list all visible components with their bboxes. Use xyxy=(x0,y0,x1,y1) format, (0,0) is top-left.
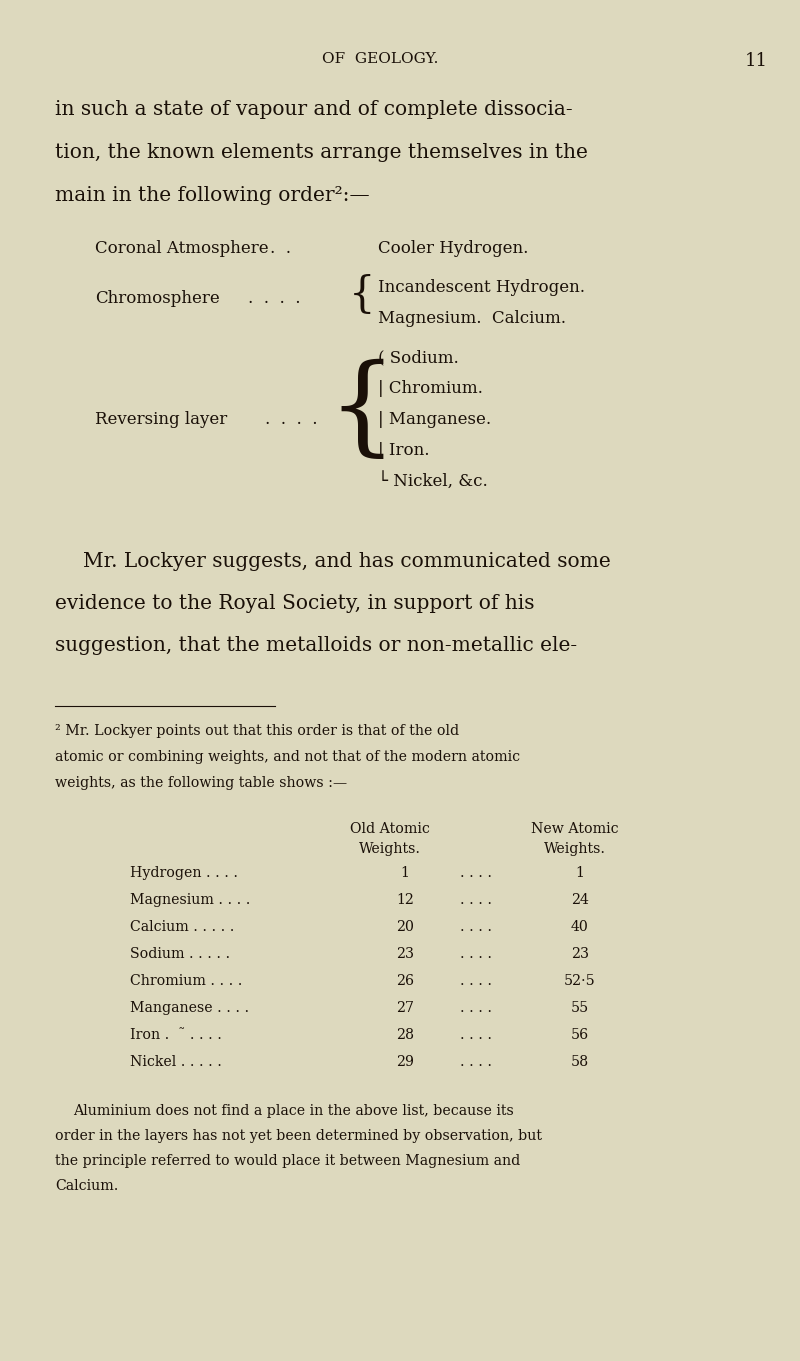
Text: | Manganese.: | Manganese. xyxy=(378,411,491,427)
Text: Incandescent Hydrogen.: Incandescent Hydrogen. xyxy=(378,279,585,295)
Text: 52·5: 52·5 xyxy=(564,974,596,988)
Text: 11: 11 xyxy=(745,52,768,69)
Text: Chromosphere: Chromosphere xyxy=(95,290,220,308)
Text: 24: 24 xyxy=(571,893,589,906)
Text: weights, as the following table shows :—: weights, as the following table shows :— xyxy=(55,776,347,789)
Text: 28: 28 xyxy=(396,1028,414,1043)
Text: .  .: . . xyxy=(270,240,291,257)
Text: Manganese . . . .: Manganese . . . . xyxy=(130,1000,249,1015)
Text: 12: 12 xyxy=(396,893,414,906)
Text: suggestion, that the metalloids or non-metallic ele-: suggestion, that the metalloids or non-m… xyxy=(55,636,577,655)
Text: tion, the known elements arrange themselves in the: tion, the known elements arrange themsel… xyxy=(55,143,588,162)
Text: Iron .  ˜ . . . .: Iron . ˜ . . . . xyxy=(130,1028,222,1043)
Text: 1: 1 xyxy=(401,866,410,881)
Text: Coronal Atmosphere: Coronal Atmosphere xyxy=(95,240,269,257)
Text: 26: 26 xyxy=(396,974,414,988)
Text: | Chromium.: | Chromium. xyxy=(378,380,483,397)
Text: . . . .: . . . . xyxy=(460,920,492,934)
Text: .  .  .  .: . . . . xyxy=(265,411,318,427)
Text: 40: 40 xyxy=(571,920,589,934)
Text: in such a state of vapour and of complete dissocia-: in such a state of vapour and of complet… xyxy=(55,99,573,118)
Text: New Atomic: New Atomic xyxy=(531,822,619,836)
Text: Mr. Lockyer suggests, and has communicated some: Mr. Lockyer suggests, and has communicat… xyxy=(83,553,610,572)
Text: main in the following order²:—: main in the following order²:— xyxy=(55,186,370,206)
Text: 56: 56 xyxy=(571,1028,589,1043)
Text: .  .  .  .: . . . . xyxy=(248,290,301,308)
Text: Cooler Hydrogen.: Cooler Hydrogen. xyxy=(378,240,528,257)
Text: Aluminium does not find a place in the above list, because its: Aluminium does not find a place in the a… xyxy=(73,1104,514,1117)
Text: atomic or combining weights, and not that of the modern atomic: atomic or combining weights, and not tha… xyxy=(55,750,520,764)
Text: ² Mr. Lockyer points out that this order is that of the old: ² Mr. Lockyer points out that this order… xyxy=(55,724,459,738)
Text: . . . .: . . . . xyxy=(460,1028,492,1043)
Text: order in the layers has not yet been determined by observation, but: order in the layers has not yet been det… xyxy=(55,1130,542,1143)
Text: {: { xyxy=(327,358,397,464)
Text: . . . .: . . . . xyxy=(460,893,492,906)
Text: ( Sodium.: ( Sodium. xyxy=(378,348,458,366)
Text: . . . .: . . . . xyxy=(460,974,492,988)
Text: Reversing layer: Reversing layer xyxy=(95,411,227,427)
Text: 20: 20 xyxy=(396,920,414,934)
Text: 58: 58 xyxy=(571,1055,589,1068)
Text: Hydrogen . . . .: Hydrogen . . . . xyxy=(130,866,238,881)
Text: Sodium . . . . .: Sodium . . . . . xyxy=(130,947,230,961)
Text: 55: 55 xyxy=(571,1000,589,1015)
Text: | Iron.: | Iron. xyxy=(378,442,430,459)
Text: Weights.: Weights. xyxy=(359,842,421,856)
Text: . . . .: . . . . xyxy=(460,866,492,881)
Text: Old Atomic: Old Atomic xyxy=(350,822,430,836)
Text: Calcium . . . . .: Calcium . . . . . xyxy=(130,920,234,934)
Text: Magnesium.  Calcium.: Magnesium. Calcium. xyxy=(378,310,566,327)
Text: Nickel . . . . .: Nickel . . . . . xyxy=(130,1055,222,1068)
Text: 29: 29 xyxy=(396,1055,414,1068)
Text: evidence to the Royal Society, in support of his: evidence to the Royal Society, in suppor… xyxy=(55,593,534,612)
Text: Weights.: Weights. xyxy=(544,842,606,856)
Text: . . . .: . . . . xyxy=(460,947,492,961)
Text: . . . .: . . . . xyxy=(460,1055,492,1068)
Text: 27: 27 xyxy=(396,1000,414,1015)
Text: Calcium.: Calcium. xyxy=(55,1179,118,1194)
Text: OF  GEOLOGY.: OF GEOLOGY. xyxy=(322,52,438,65)
Text: Chromium . . . .: Chromium . . . . xyxy=(130,974,242,988)
Text: 23: 23 xyxy=(571,947,589,961)
Text: the principle referred to would place it between Magnesium and: the principle referred to would place it… xyxy=(55,1154,520,1168)
Text: . . . .: . . . . xyxy=(460,1000,492,1015)
Text: Magnesium . . . .: Magnesium . . . . xyxy=(130,893,250,906)
Text: {: { xyxy=(349,274,375,316)
Text: └ Nickel, &c.: └ Nickel, &c. xyxy=(378,474,488,491)
Text: 23: 23 xyxy=(396,947,414,961)
Text: 1: 1 xyxy=(575,866,585,881)
